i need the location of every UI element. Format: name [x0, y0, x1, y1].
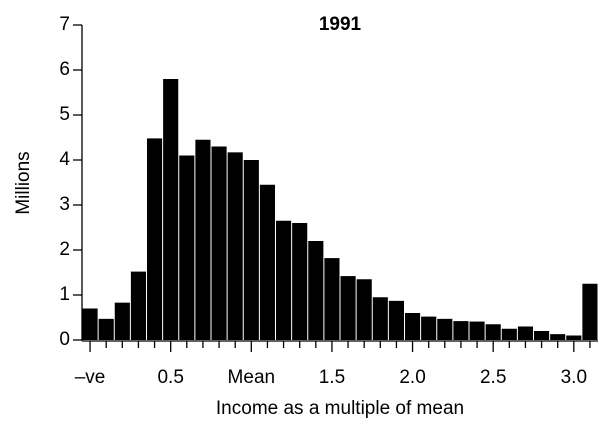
bar: [550, 334, 566, 340]
bar: [501, 328, 517, 340]
chart-title: 1991: [319, 14, 362, 35]
bar: [308, 241, 324, 340]
bar: [130, 271, 146, 340]
bar: [324, 258, 340, 340]
bar: [517, 326, 533, 340]
bar: [485, 324, 501, 340]
bar: [98, 318, 114, 340]
bar: [292, 223, 308, 340]
y-tick-label: 4: [59, 149, 70, 170]
x-tick-label: Mean: [228, 367, 276, 388]
bar: [372, 297, 388, 340]
bar: [437, 318, 453, 340]
bar: [276, 220, 292, 340]
bar: [195, 139, 211, 340]
bar: [405, 313, 421, 340]
bar: [566, 335, 582, 340]
y-tick-label: 2: [59, 239, 70, 260]
x-axis-title: Income as a multiple of mean: [216, 398, 464, 419]
x-tick-label: –ve: [75, 367, 106, 388]
y-tick-label: 7: [59, 14, 70, 35]
bar: [421, 316, 437, 340]
x-tick-label: 1.5: [319, 367, 345, 388]
bar: [147, 138, 163, 340]
bar: [259, 184, 275, 340]
bar: [82, 308, 98, 340]
bar: [243, 160, 259, 340]
bar: [340, 276, 356, 340]
y-tick-label: 3: [59, 194, 70, 215]
x-tick-label: 3.0: [561, 367, 587, 388]
y-tick-label: 5: [59, 104, 70, 125]
bar: [469, 321, 485, 340]
bar: [453, 321, 469, 340]
bar: [211, 146, 227, 340]
bar: [534, 331, 550, 340]
bar: [114, 302, 130, 340]
x-tick-label: 2.0: [399, 367, 425, 388]
bar: [582, 283, 598, 340]
bar: [227, 152, 243, 340]
bar: [163, 79, 179, 340]
bar: [179, 155, 195, 340]
y-tick-label: 1: [59, 284, 70, 305]
x-tick-label: 2.5: [480, 367, 506, 388]
bar: [388, 300, 404, 340]
x-tick-label: 0.5: [157, 367, 183, 388]
y-tick-label: 6: [59, 59, 70, 80]
bar: [356, 279, 372, 340]
y-axis-title: Millions: [13, 151, 34, 214]
y-tick-label: 0: [59, 329, 70, 350]
